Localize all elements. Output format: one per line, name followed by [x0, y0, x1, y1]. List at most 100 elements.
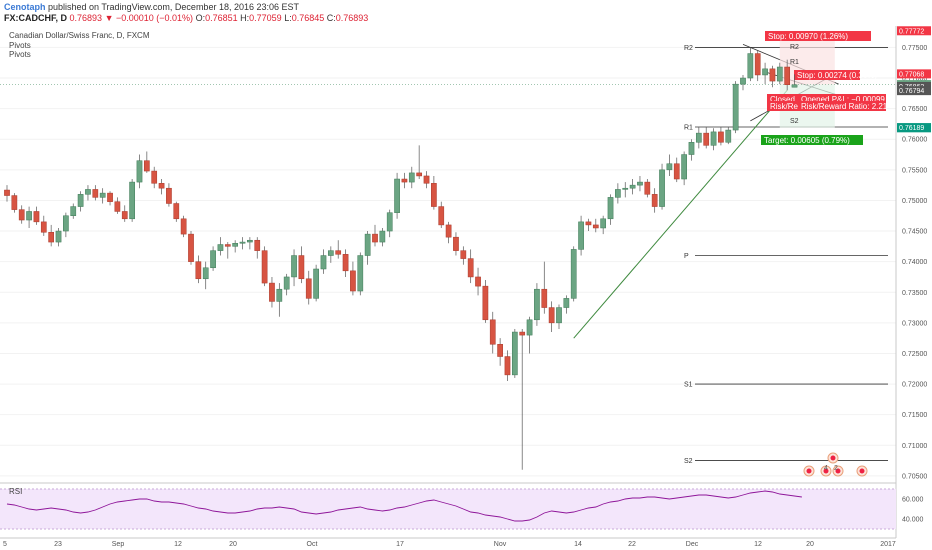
y-tick-label: 0.72000	[902, 382, 927, 389]
x-tick-label: 12	[754, 541, 762, 548]
candle-body	[269, 282, 275, 302]
candle-body	[166, 187, 172, 204]
candle-body	[99, 192, 106, 198]
x-tick-label: 17	[396, 541, 404, 548]
rsi-label[interactable]: RSI	[9, 487, 23, 496]
candle-body	[85, 189, 91, 195]
candle-body	[688, 142, 695, 155]
y-tick-label: 0.74000	[902, 259, 927, 266]
rsi-tick-label: 60.000	[902, 497, 924, 504]
pivot-label: P	[684, 253, 689, 260]
candle-body	[585, 221, 592, 226]
high-label: H:	[240, 13, 250, 23]
event-dot	[823, 468, 829, 474]
candle-body	[482, 285, 489, 321]
x-tick-label: Oct	[307, 541, 318, 548]
stop-label-1: Stop: 0.00970 (1.26%)	[768, 32, 848, 41]
candle-body	[40, 221, 47, 233]
pivot-label: S1	[684, 382, 693, 389]
candle-body	[173, 203, 180, 220]
candle-body	[489, 319, 496, 345]
candle-body	[563, 298, 570, 308]
pivots-indicator-label-1[interactable]: Pivots	[9, 41, 31, 50]
candle-body	[769, 68, 776, 82]
candle-body	[350, 270, 356, 292]
target-label-bg	[761, 135, 863, 145]
candle-body	[570, 249, 577, 299]
rr-label-bg	[798, 101, 886, 111]
candle-body	[534, 288, 540, 321]
candle-body	[511, 331, 518, 376]
candle-body	[651, 194, 658, 207]
candle-body	[11, 195, 18, 210]
candle-body	[232, 243, 239, 247]
candle-body	[408, 172, 415, 183]
price-tag-bg	[897, 86, 931, 96]
candle-body	[386, 212, 393, 232]
author-link[interactable]: Cenotaph	[4, 2, 46, 12]
y-tick-label: 0.76000	[902, 137, 927, 144]
candle-body	[283, 276, 290, 290]
candle-body	[151, 170, 158, 184]
candle-body	[747, 53, 754, 79]
x-tick-label: 12	[174, 541, 182, 548]
candle-body	[107, 192, 113, 202]
chart-header: Cenotaph published on TradingView.com, D…	[0, 0, 932, 26]
candle-body	[592, 224, 599, 229]
rsi-line	[6, 490, 802, 522]
event-badge-count: 2	[834, 465, 838, 472]
candle-body	[55, 230, 62, 243]
candle-body	[26, 211, 32, 221]
candle-body	[666, 163, 673, 171]
y-tick-label: 0.73000	[902, 320, 927, 327]
pnl-label-bg	[798, 94, 886, 104]
candle-body	[33, 211, 40, 223]
open-value: 0.76851	[205, 13, 238, 23]
candle-body	[63, 215, 69, 232]
pivots-indicator-label-2[interactable]: Pivots	[9, 50, 31, 59]
candle-body	[607, 197, 614, 220]
candle-body	[695, 132, 702, 143]
candle-body	[622, 187, 629, 190]
candle-body	[541, 288, 548, 308]
candle-body	[453, 236, 459, 251]
high-value: 0.77059	[249, 13, 282, 23]
risk-label: Risk/Rew	[770, 102, 804, 111]
candle-body	[291, 255, 297, 278]
price-tag: 0.77772	[899, 28, 924, 35]
candle-body	[77, 194, 84, 207]
pivot-label: R1	[684, 124, 693, 131]
x-tick-label: Nov	[494, 541, 507, 548]
y-tick-label: 0.74500	[902, 229, 927, 236]
candle-body	[460, 250, 467, 259]
candle-body	[276, 288, 283, 302]
last-price: 0.76893	[69, 13, 103, 23]
s2-small: S2	[790, 118, 799, 125]
candle-body	[681, 154, 687, 180]
event-dot	[835, 468, 841, 474]
candle-body	[224, 244, 231, 247]
low-label: L:	[284, 13, 292, 23]
event-dot	[859, 468, 865, 474]
candle-body	[754, 53, 761, 76]
candle-body	[548, 307, 555, 324]
candle-body	[70, 206, 77, 216]
target-label: Target: 0.00605 (0.79%)	[764, 136, 850, 145]
x-tick-label: 22	[628, 541, 636, 548]
x-tick-label: 23	[54, 541, 62, 548]
candle-body	[725, 129, 732, 143]
y-tick-label: 0.77000	[902, 76, 927, 83]
candle-body	[431, 183, 437, 207]
candle-body	[210, 250, 216, 269]
r2-small: R2	[790, 44, 799, 51]
x-tick-label: 2017	[880, 541, 896, 548]
y-tick-label: 0.76500	[902, 106, 927, 113]
candle-body	[188, 233, 194, 262]
pnl-label: Opened P&L: −0.00099	[801, 95, 885, 104]
symbol-label: FX:CADCHF, D	[4, 13, 67, 23]
candle-body	[732, 83, 739, 131]
y-tick-label: 0.71000	[902, 443, 927, 450]
event-dot	[806, 468, 812, 474]
close-value: 0.76893	[335, 13, 369, 23]
